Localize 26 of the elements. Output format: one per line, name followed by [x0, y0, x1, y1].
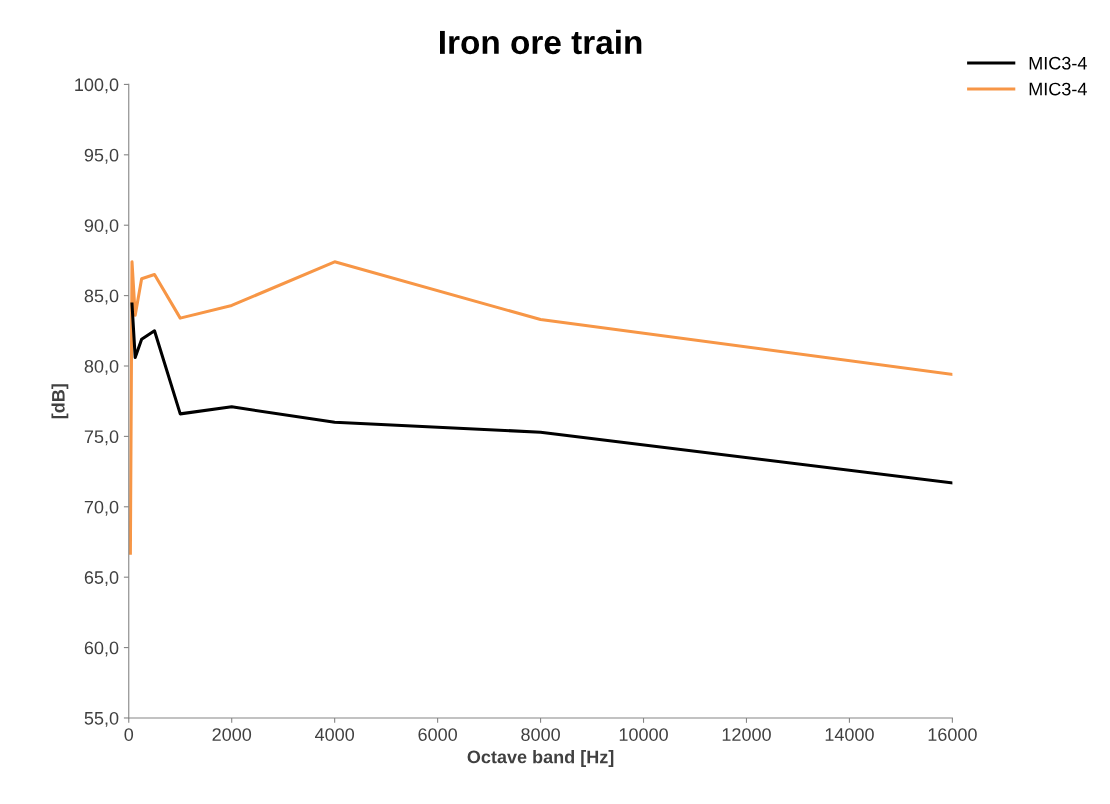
x-tick-label: 8000 — [521, 728, 560, 741]
x-tick-label: 14000 — [825, 728, 874, 741]
legend-label: MIC3-4 — [1029, 56, 1087, 70]
y-tick-label: 75,0 — [84, 430, 119, 446]
x-tick-label: 10000 — [619, 728, 668, 741]
line-series — [130, 302, 953, 485]
x-tick-label: 12000 — [722, 728, 771, 741]
y-tick-label: 90,0 — [84, 219, 119, 235]
y-tick-label: 95,0 — [84, 148, 119, 164]
y-tick-label: 100,0 — [75, 78, 119, 94]
y-axis-title: [dB] — [51, 384, 69, 419]
y-tick-label: 55,0 — [84, 711, 119, 727]
y-tick-label: 60,0 — [84, 641, 119, 657]
x-tick-label: 4000 — [315, 728, 355, 741]
x-tick-label: 2000 — [212, 728, 252, 741]
x-axis-title: Octave band [Hz] — [467, 750, 614, 767]
x-tick-label: 6000 — [418, 728, 457, 741]
line-series — [128, 260, 953, 555]
chart-title: Iron ore train — [440, 29, 642, 55]
legend-label: MIC3-4 — [1029, 82, 1087, 96]
y-tick-label: 70,0 — [84, 500, 119, 516]
y-tick-label: 85,0 — [84, 289, 119, 305]
x-tick-label: 0 — [124, 728, 134, 741]
x-tick-label: 16000 — [928, 728, 977, 741]
y-tick-label: 80,0 — [84, 359, 119, 375]
y-tick-label: 65,0 — [84, 571, 119, 587]
